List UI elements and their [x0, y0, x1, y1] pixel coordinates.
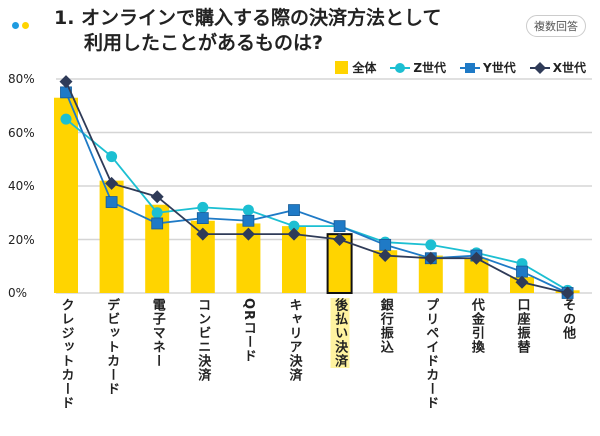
point-marker: [287, 227, 301, 241]
point-marker: [333, 220, 346, 233]
point-marker: [333, 233, 347, 246]
x-tick-label: 口座振替: [514, 298, 530, 354]
point-marker: [105, 176, 119, 190]
y-tick-label: 0%: [8, 286, 28, 300]
point-marker: [197, 201, 209, 213]
x-tick-label: コンビニ決済: [195, 298, 211, 382]
point-marker: [288, 204, 300, 216]
legend-label: 全体: [352, 61, 377, 75]
title-line-2: 利用したことがあるものは?: [84, 32, 324, 54]
x-tick-label: クレジットカード: [58, 298, 74, 410]
legend-label: Z世代: [413, 61, 447, 75]
point-marker: [150, 190, 164, 204]
x-tick-label: プリペイドカード: [423, 298, 439, 410]
point-marker: [242, 204, 254, 216]
point-marker: [516, 265, 528, 278]
point-marker: [425, 239, 437, 251]
point-marker: [105, 196, 118, 208]
x-tick-label: 銀行振込: [377, 298, 393, 354]
point-marker: [60, 113, 72, 125]
title-line-1: 1. オンラインで購入する際の決済方法として: [54, 7, 442, 29]
x-tick-label: QRコード: [240, 298, 256, 364]
legend-item: X世代: [529, 59, 586, 76]
chart-title: 1. オンラインで購入する際の決済方法として利用したことがあるものは?: [54, 6, 441, 56]
y-tick-label: 60%: [8, 125, 35, 140]
point-marker: [424, 251, 438, 265]
series-line: [65, 81, 568, 294]
point-marker: [379, 238, 392, 251]
multiple-answer-badge: 複数回答: [526, 15, 586, 37]
point-marker: [288, 220, 300, 232]
legend: 全体 Z世代 Y世代 X世代: [335, 59, 586, 76]
y-tick-label: 40%: [8, 179, 35, 193]
point-marker: [515, 275, 529, 289]
point-marker: [196, 227, 210, 241]
legend-item: 全体: [335, 59, 376, 76]
series-line: [65, 118, 569, 292]
legend-item: Y世代: [460, 59, 516, 76]
x-tick-label: 後払い決済: [330, 298, 350, 368]
point-marker: [469, 251, 483, 265]
point-marker: [151, 217, 164, 230]
title-dots: [12, 14, 32, 33]
legend-label: X世代: [552, 61, 586, 75]
point-marker: [242, 214, 255, 227]
point-marker: [378, 249, 392, 263]
x-tick-label: その他: [560, 298, 576, 340]
point-marker: [561, 286, 575, 300]
x-tick-label: 電子マネー: [149, 298, 165, 368]
x-tick-label: キャリア決済: [286, 298, 302, 382]
point-marker: [241, 227, 255, 241]
x-tick-label: デビットカード: [104, 298, 120, 396]
point-marker: [106, 151, 118, 163]
legend-label: Y世代: [483, 61, 516, 75]
bar: [54, 97, 78, 293]
legend-item: Z世代: [390, 59, 446, 76]
x-tick-label: 代金引換: [468, 298, 484, 354]
point-marker: [196, 212, 209, 225]
series-line: [65, 92, 568, 294]
point-marker: [59, 75, 73, 89]
y-tick-label: 80%: [8, 72, 35, 86]
y-tick-label: 20%: [8, 232, 35, 247]
point-marker: [151, 207, 163, 219]
